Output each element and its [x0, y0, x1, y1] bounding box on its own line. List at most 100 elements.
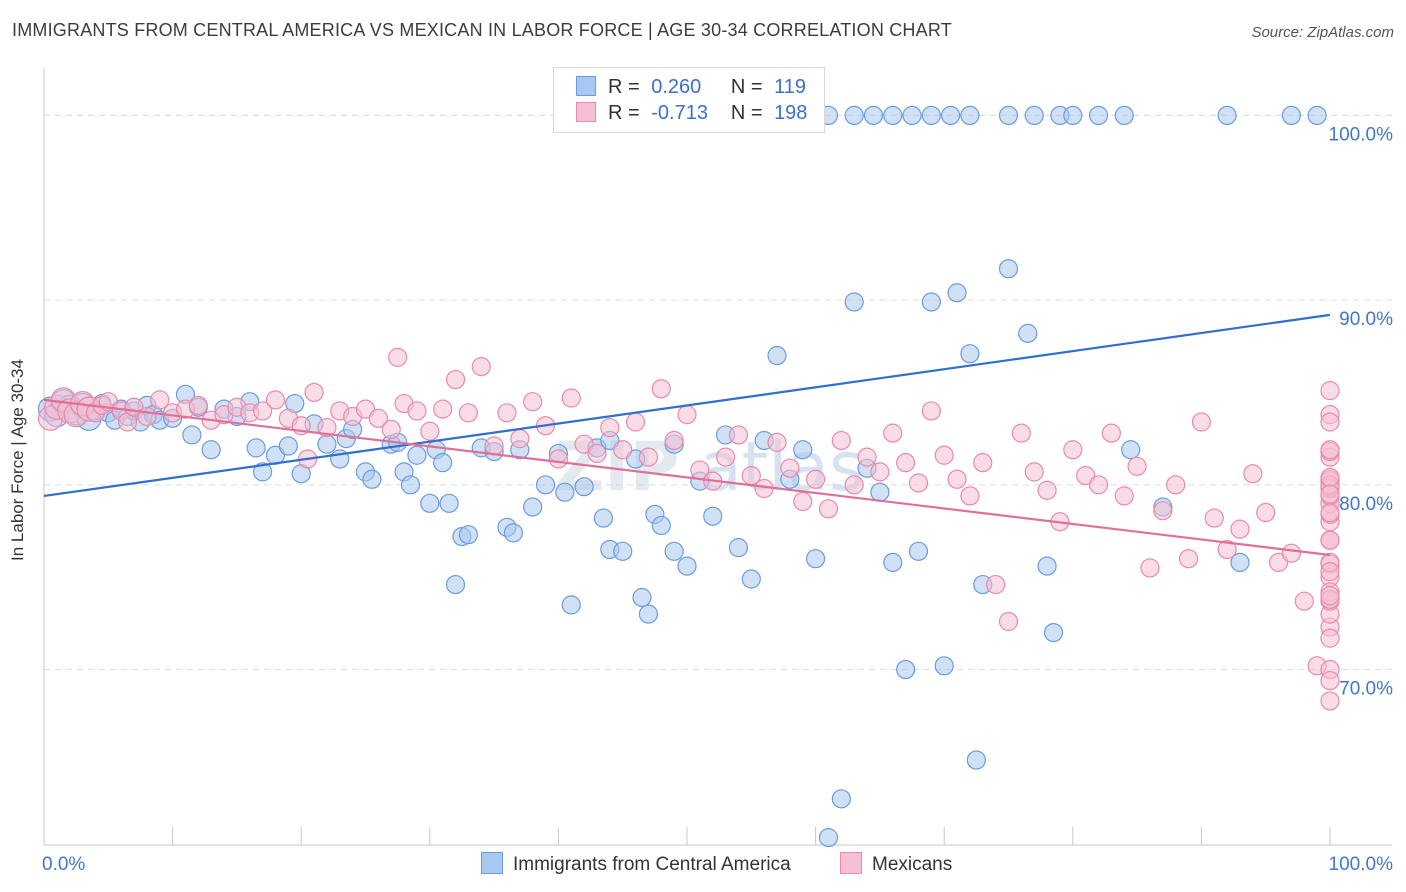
mexican-point — [523, 392, 543, 412]
mexican-point — [1256, 502, 1276, 523]
mexican-point — [381, 419, 401, 440]
y-tick-label: 90.0% — [1339, 309, 1393, 330]
mexican-point — [1230, 519, 1250, 539]
legend-label: Mexicans — [872, 854, 953, 875]
central-america-point — [902, 105, 922, 126]
mexican-point — [1037, 480, 1057, 500]
central-america-point — [201, 440, 221, 460]
central-america-point — [407, 445, 427, 465]
central-america-point — [793, 440, 813, 460]
mexican-point — [548, 449, 569, 469]
central-america-point — [445, 574, 466, 595]
mexican-point — [265, 390, 286, 410]
y-tick-label: 100.0% — [1329, 124, 1394, 145]
central-america-point — [934, 656, 954, 676]
central-america-point — [883, 105, 903, 126]
n-value: 119 — [774, 76, 806, 98]
mexican-point — [1153, 501, 1173, 521]
mexican-point — [355, 399, 376, 419]
mexican-point — [587, 443, 607, 464]
central-america-point — [523, 497, 543, 517]
mexican-point — [908, 473, 929, 493]
central-america-point — [921, 292, 941, 312]
r-label: R = — [608, 76, 640, 98]
r-value: 0.260 — [651, 76, 702, 98]
mexican-point — [1268, 552, 1289, 573]
central-america-point — [741, 569, 761, 589]
central-america-point — [703, 506, 723, 526]
central-america-point — [805, 549, 826, 569]
central-america-point — [921, 105, 941, 126]
chart-title: IMMIGRANTS FROM CENTRAL AMERICA VS MEXIC… — [12, 20, 952, 40]
mexican-point — [805, 469, 826, 489]
mexican-point — [857, 447, 877, 467]
central-america-point — [664, 541, 684, 561]
central-america-point — [998, 105, 1019, 126]
legend-item-mexicans[interactable]: Mexicans — [840, 852, 952, 876]
y-axis-label: In Labor Force | Age 30-34 — [8, 359, 27, 561]
mexican-point — [1178, 549, 1199, 569]
central-america-point — [863, 105, 884, 126]
mexican-point — [883, 423, 903, 443]
central-america-point — [420, 493, 440, 513]
central-america-point — [1018, 323, 1038, 343]
mexican-point — [1101, 423, 1121, 443]
central-america-point — [535, 475, 556, 495]
mexican-point — [561, 388, 581, 408]
mexican-point — [960, 486, 980, 506]
mexican-point — [368, 408, 388, 428]
mexican-point — [1320, 691, 1340, 711]
central-america-point — [439, 493, 459, 513]
legend-label: Immigrants from Central America — [513, 854, 791, 875]
mexican-point — [1166, 475, 1186, 495]
mexican-point — [613, 440, 633, 460]
central-america-point — [574, 477, 594, 497]
mexican-point — [1127, 456, 1147, 476]
central-america-point — [593, 508, 614, 528]
mexican-point — [998, 611, 1019, 632]
mexican-point — [715, 447, 736, 467]
central-america-point — [947, 283, 967, 303]
central-america-point — [278, 436, 298, 456]
mexican-point — [780, 458, 800, 478]
central-america-point — [433, 453, 453, 473]
central-america-point — [1230, 552, 1250, 573]
mexican-point — [1320, 671, 1340, 691]
mexican-point — [1114, 486, 1134, 506]
central-america-point — [362, 469, 382, 489]
mexican-point — [458, 403, 478, 423]
central-america-point — [844, 105, 864, 126]
central-america-point — [1024, 105, 1044, 126]
central-america-point — [1114, 105, 1134, 126]
central-america-point — [1043, 622, 1064, 643]
mexican-point — [1217, 539, 1237, 560]
series-legend: Immigrants from Central America Mexicans — [0, 852, 1406, 878]
y-tick-label: 70.0% — [1339, 679, 1393, 700]
mexican-point — [921, 401, 941, 421]
central-america-trendline — [43, 313, 1331, 497]
central-america-point — [1217, 105, 1237, 126]
mexican-point — [1320, 381, 1340, 401]
mexican-point — [1320, 502, 1340, 523]
r-label: R = — [608, 102, 640, 124]
central-america-point — [253, 462, 273, 482]
central-america-point — [844, 292, 864, 312]
mexican-point — [947, 469, 967, 489]
central-america-point — [998, 259, 1019, 279]
mexican-point — [1320, 586, 1340, 606]
central-america-point — [677, 556, 697, 576]
mexican-point — [1320, 467, 1340, 488]
mexican-point — [870, 462, 890, 482]
central-america-point — [1063, 105, 1083, 126]
central-america-point — [400, 475, 421, 495]
central-america-point — [651, 515, 671, 536]
legend-item-central-america[interactable]: Immigrants from Central America — [481, 852, 791, 876]
mexican-point — [150, 390, 170, 410]
mexican-point — [600, 417, 620, 438]
mexican-point — [317, 417, 337, 438]
mexican-point — [1191, 412, 1212, 432]
central-america-point — [818, 828, 839, 848]
mexican-point — [497, 403, 517, 423]
central-america-point — [632, 587, 652, 608]
